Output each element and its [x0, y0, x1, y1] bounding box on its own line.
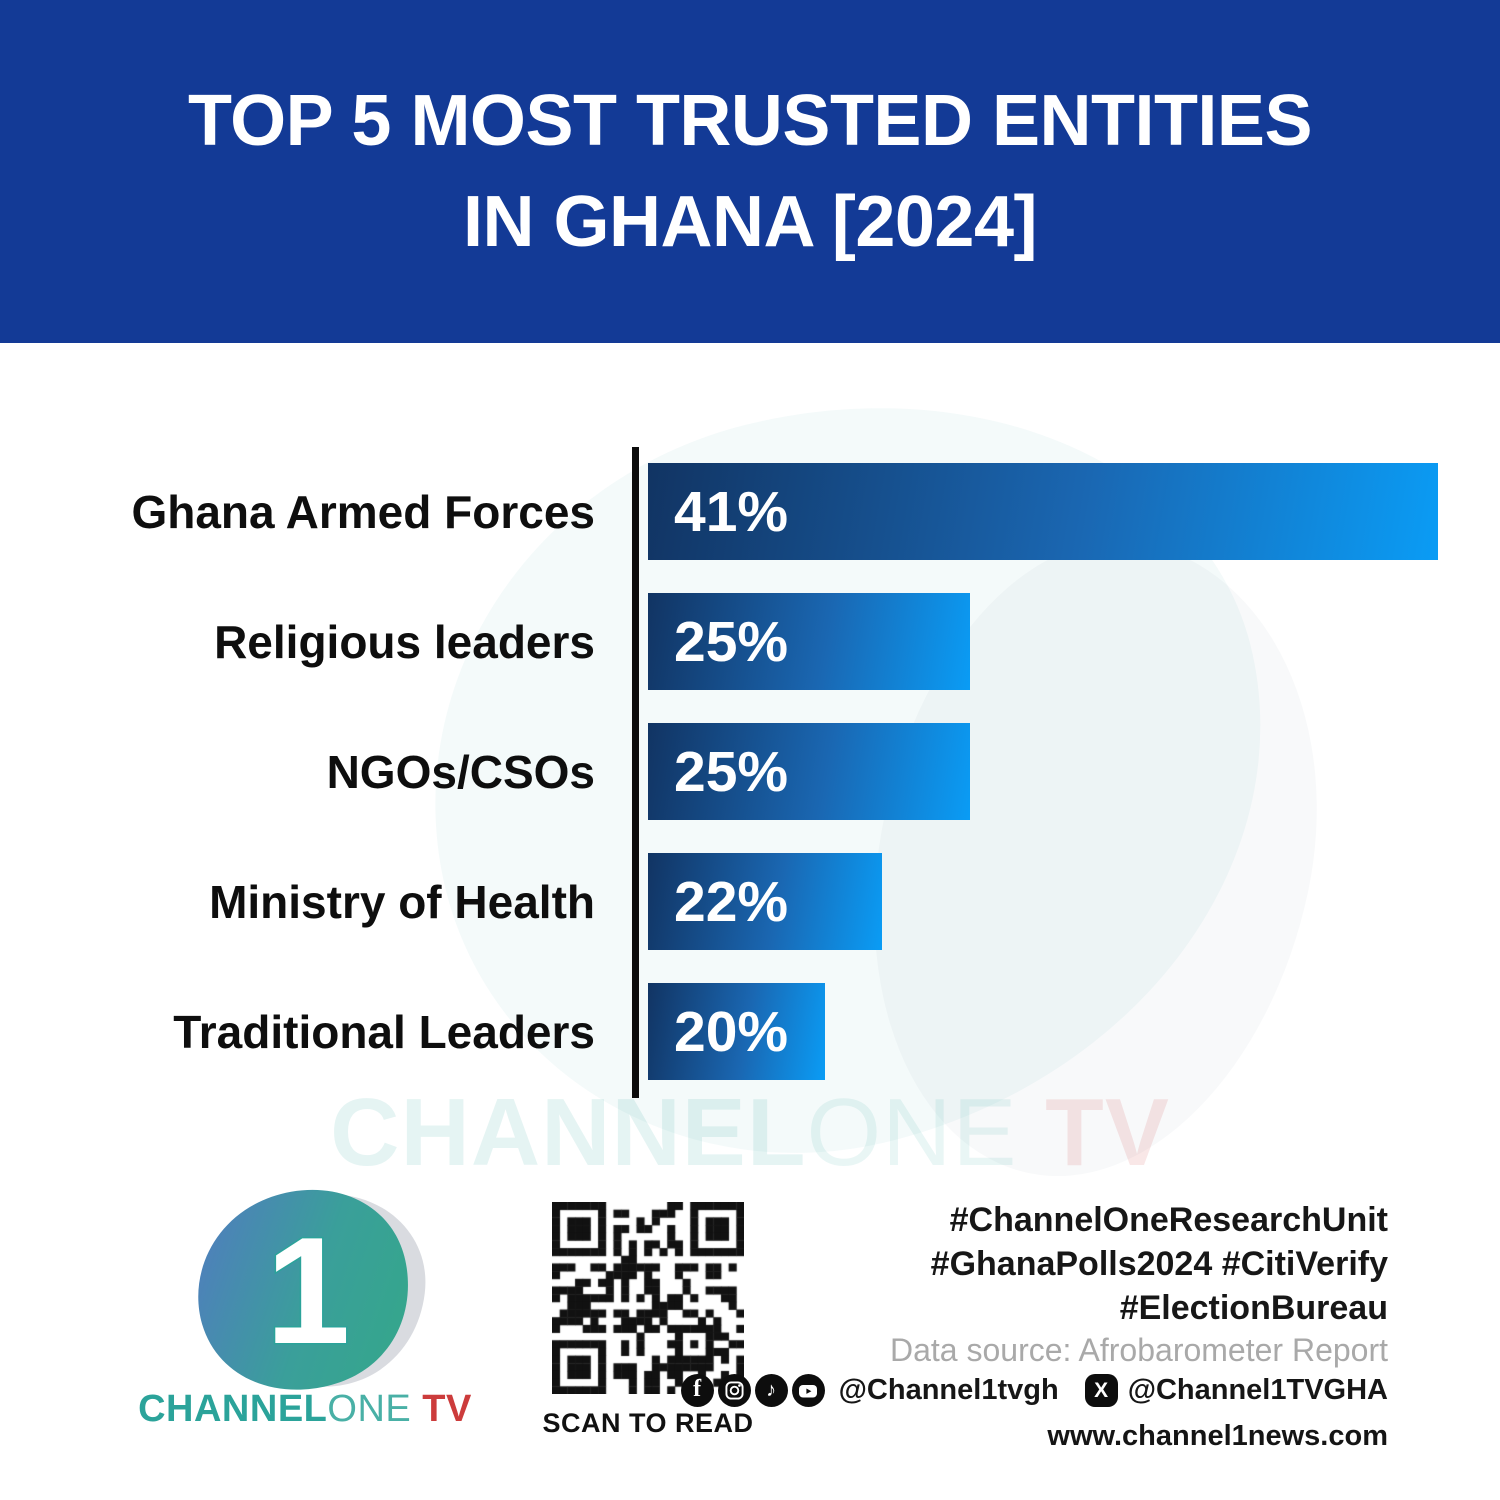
bar-track: 41%	[633, 463, 1438, 560]
instagram-icon	[717, 1374, 751, 1407]
bar-value-label: 41%	[674, 479, 789, 544]
bar-value-label: 22%	[674, 869, 789, 934]
page-title-line-1: TOP 5 MOST TRUSTED ENTITIES	[188, 80, 1312, 161]
logo-caption-tv: TV	[411, 1388, 472, 1430]
bar-4: 22%	[648, 853, 882, 950]
chart-axis-line	[632, 447, 639, 1098]
social-icons: f ♪	[680, 1374, 829, 1407]
logo-caption: CHANNELONE TV	[138, 1388, 472, 1431]
watermark-tv: TV	[1017, 1079, 1170, 1186]
bar-track: 20%	[633, 983, 1438, 1080]
channel-one-logo: 1	[160, 1185, 450, 1400]
bar-category-label: NGOs/CSOs	[326, 745, 595, 798]
hashtags-block: #ChannelOneResearchUnit #GhanaPolls2024 …	[931, 1198, 1388, 1330]
bar-track: 25%	[633, 593, 1438, 690]
watermark-channel: CHANNEL	[330, 1079, 807, 1186]
facebook-icon: f	[680, 1374, 714, 1407]
bar-1: 41%	[648, 463, 1438, 560]
tiktok-icon: ♪	[754, 1374, 788, 1407]
watermark-one: ONE	[806, 1079, 1018, 1186]
bar-chart: Ghana Armed Forces 41% Religious leaders 25…	[45, 463, 1438, 1113]
bar-value-label: 25%	[674, 609, 789, 674]
qr-caption: SCAN TO READ	[542, 1408, 754, 1438]
bar-2: 25%	[648, 593, 971, 690]
bar-category-label: Ministry of Health	[209, 875, 595, 928]
chart-row: Ministry of Health 22%	[45, 853, 1438, 950]
bar-track: 25%	[633, 723, 1438, 820]
bar-3: 25%	[648, 723, 971, 820]
logo-one-digit: 1	[266, 1206, 351, 1376]
qr-code	[552, 1202, 744, 1394]
watermark-channelone-tv: CHANNELONE TV	[0, 1085, 1500, 1181]
chart-row: Ghana Armed Forces 41%	[45, 463, 1438, 560]
chart-row: Religious leaders 25%	[45, 593, 1438, 690]
header-banner: TOP 5 MOST TRUSTED ENTITIES IN GHANA [20…	[0, 0, 1500, 343]
hashtag-line-1: #ChannelOneResearchUnit	[949, 1201, 1388, 1239]
bar-category-label: Ghana Armed Forces	[131, 485, 595, 538]
bar-track: 22%	[633, 853, 1438, 950]
youtube-icon	[791, 1374, 825, 1407]
channel-one-logo-graphic: 1	[198, 1189, 426, 1390]
logo-pebble	[198, 1189, 408, 1390]
bar-value-label: 20%	[674, 999, 789, 1064]
bar-value-label: 25%	[674, 739, 789, 804]
bar-category-label: Traditional Leaders	[173, 1005, 595, 1058]
bar-5: 20%	[648, 983, 825, 1080]
hashtag-line-2: #GhanaPolls2024 #CitiVerify	[930, 1245, 1388, 1283]
social-row: f ♪ @Channel1tvgh X @Channel1TVGHA	[680, 1374, 1388, 1407]
chart-row: NGOs/CSOs 25%	[45, 723, 1438, 820]
data-source-note: Data source: Afrobarometer Report	[889, 1332, 1388, 1368]
chart-row: Traditional Leaders 20%	[45, 983, 1438, 1080]
social-handle-2: @Channel1TVGHA	[1127, 1374, 1388, 1406]
social-handle-1: @Channel1tvgh	[838, 1374, 1059, 1406]
logo-caption-one: ONE	[327, 1388, 412, 1430]
bar-category-label: Religious leaders	[214, 615, 595, 668]
website-url: www.channel1news.com	[1047, 1420, 1388, 1452]
x-icon: X	[1084, 1374, 1118, 1407]
logo-caption-channel: CHANNEL	[138, 1388, 328, 1430]
hashtag-line-3: #ElectionBureau	[1119, 1289, 1388, 1327]
page-title-line-2: IN GHANA [2024]	[463, 181, 1037, 262]
